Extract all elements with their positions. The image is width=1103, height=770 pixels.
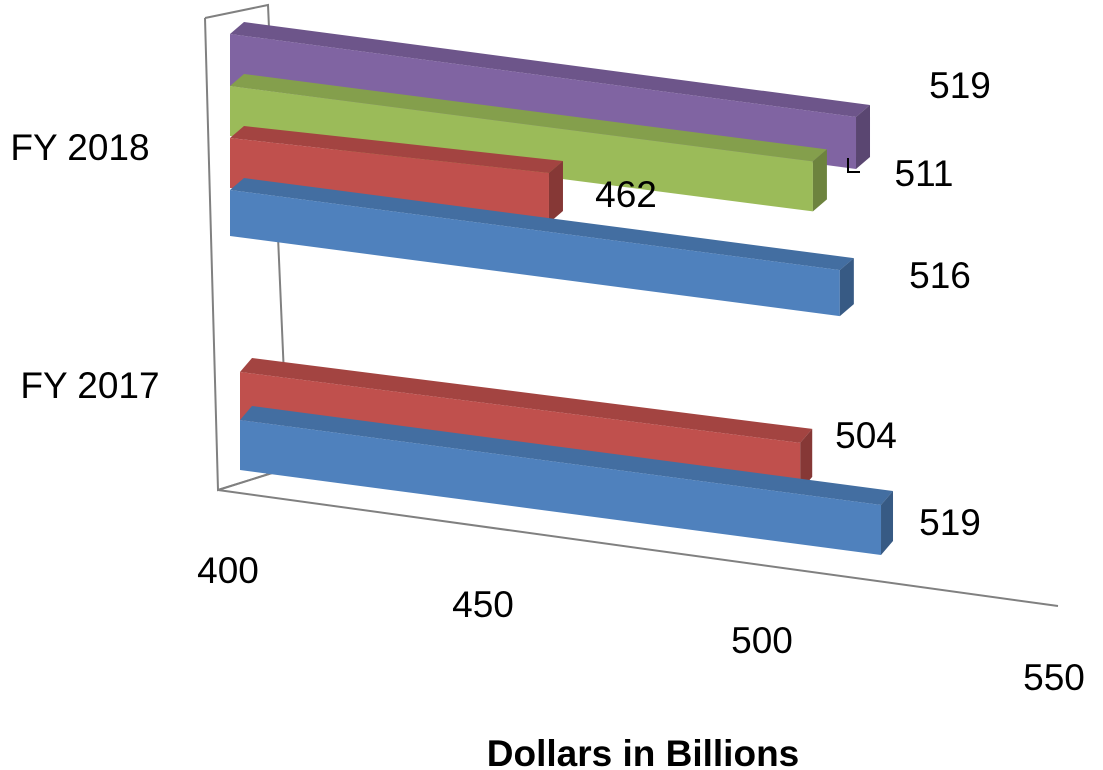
leader-line — [847, 158, 860, 173]
data-label: 462 — [595, 174, 657, 215]
x-tick-label: 500 — [731, 620, 793, 661]
bar-front-face — [230, 138, 549, 224]
chart-bars — [230, 22, 894, 555]
bar-end-cap — [548, 161, 563, 224]
bar-top-face — [230, 22, 871, 118]
bar-top-face — [240, 358, 813, 443]
x-tick-label: 550 — [1023, 657, 1085, 698]
bar — [230, 178, 854, 317]
bar-top-face — [230, 126, 563, 174]
bar-end-cap — [881, 490, 894, 555]
data-label: 519 — [919, 502, 981, 543]
category-label: FY 2018 — [10, 127, 149, 168]
bar-end-cap — [812, 149, 827, 212]
bar — [240, 406, 894, 555]
bar-front-face — [230, 86, 813, 212]
bar-end-cap — [800, 428, 813, 491]
x-tick-label: 400 — [197, 550, 259, 591]
bar — [230, 74, 827, 212]
bar-top-face — [230, 74, 827, 162]
data-label: 504 — [835, 415, 897, 456]
bar-end-cap — [839, 258, 854, 317]
x-axis-title: Dollars in Billions — [487, 733, 800, 770]
category-label: FY 2017 — [20, 365, 159, 406]
bar-front-face — [240, 420, 882, 555]
bar-top-face — [240, 406, 894, 505]
bar — [230, 126, 563, 224]
data-label: 519 — [929, 65, 991, 106]
bar-front-face — [230, 190, 840, 317]
chart-labels: 400 450 500 550 FY 2017 FY 2018 519 504 516 462 51… — [10, 65, 1084, 698]
bar-top-face — [230, 178, 854, 271]
data-label: 511 — [895, 153, 954, 194]
data-label: 516 — [909, 255, 971, 296]
x-tick-label: 450 — [452, 584, 514, 625]
bar-end-cap — [856, 105, 871, 170]
x-axis-line — [217, 489, 1059, 607]
